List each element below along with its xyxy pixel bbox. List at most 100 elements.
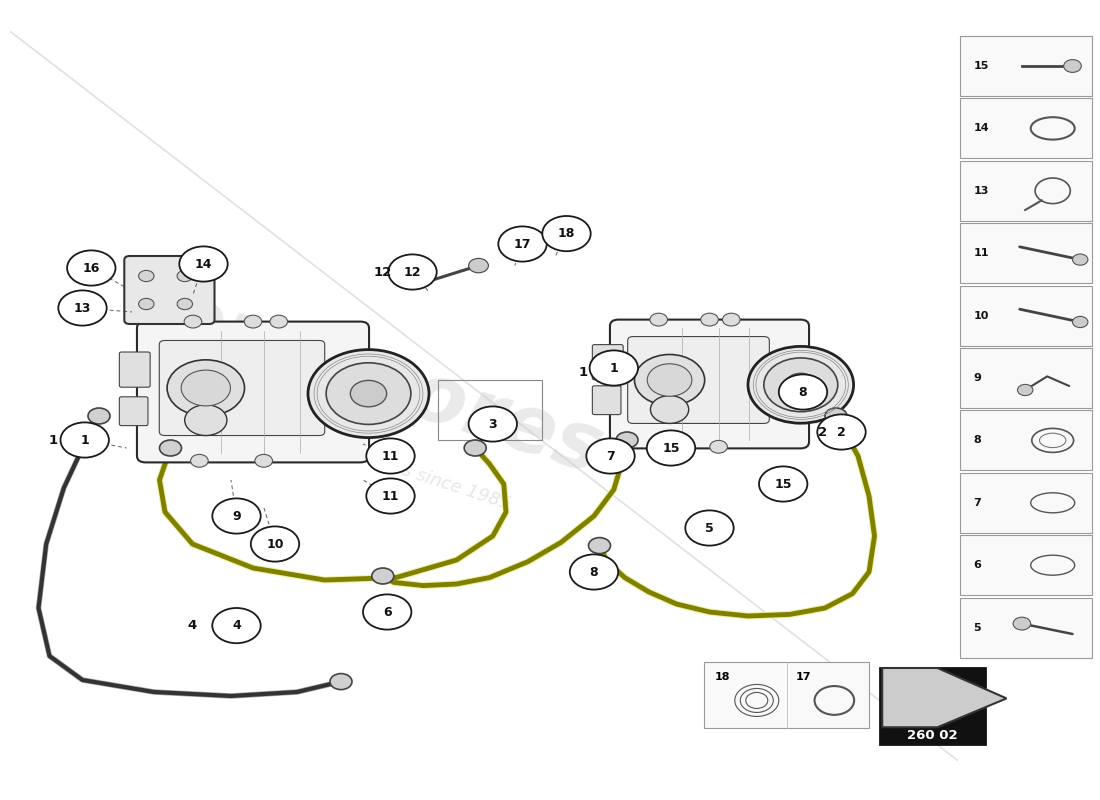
- Text: 5: 5: [974, 622, 981, 633]
- Bar: [960, 286, 1092, 346]
- Circle shape: [785, 374, 816, 396]
- Text: eurosores: eurosores: [158, 277, 612, 491]
- Bar: [438, 380, 542, 440]
- Circle shape: [58, 290, 107, 326]
- Circle shape: [1072, 254, 1088, 266]
- Circle shape: [1018, 385, 1033, 396]
- Text: 18: 18: [558, 227, 575, 240]
- Circle shape: [542, 216, 591, 251]
- Circle shape: [88, 408, 110, 424]
- Circle shape: [763, 358, 838, 412]
- Text: 2: 2: [837, 426, 846, 438]
- Circle shape: [179, 246, 228, 282]
- Text: 15: 15: [662, 442, 680, 454]
- Text: 14: 14: [974, 123, 989, 134]
- Circle shape: [588, 538, 610, 554]
- Bar: [960, 348, 1092, 408]
- FancyBboxPatch shape: [592, 386, 620, 414]
- Text: 7: 7: [606, 450, 615, 462]
- Text: 7: 7: [974, 498, 981, 508]
- Text: 12: 12: [404, 266, 421, 278]
- Circle shape: [779, 374, 827, 410]
- Bar: [960, 410, 1092, 470]
- Text: 1: 1: [609, 362, 618, 374]
- FancyBboxPatch shape: [136, 322, 370, 462]
- Text: 260 02: 260 02: [906, 729, 958, 742]
- FancyBboxPatch shape: [120, 352, 150, 387]
- Text: 16: 16: [82, 262, 100, 274]
- Circle shape: [685, 510, 734, 546]
- Circle shape: [60, 422, 109, 458]
- Text: 11: 11: [382, 450, 399, 462]
- Circle shape: [212, 608, 261, 643]
- Text: 13: 13: [74, 302, 91, 314]
- Text: 5: 5: [705, 522, 714, 534]
- Text: 9: 9: [974, 373, 981, 383]
- Circle shape: [1064, 60, 1081, 72]
- Circle shape: [586, 438, 635, 474]
- FancyBboxPatch shape: [160, 341, 324, 435]
- Circle shape: [759, 466, 807, 502]
- Bar: [960, 535, 1092, 595]
- Circle shape: [469, 406, 517, 442]
- Bar: [960, 598, 1092, 658]
- Circle shape: [1013, 618, 1031, 630]
- Bar: [960, 223, 1092, 283]
- Circle shape: [388, 254, 437, 290]
- Text: 8: 8: [799, 386, 807, 398]
- Circle shape: [167, 360, 244, 416]
- Bar: [960, 36, 1092, 96]
- Text: 4: 4: [232, 619, 241, 632]
- Text: 13: 13: [974, 186, 989, 196]
- Text: 6: 6: [974, 560, 981, 570]
- Text: 10: 10: [266, 538, 284, 550]
- Text: 15: 15: [974, 61, 989, 71]
- Circle shape: [185, 405, 227, 435]
- Text: 1: 1: [80, 434, 89, 446]
- Text: 8: 8: [974, 435, 981, 446]
- Circle shape: [635, 354, 705, 406]
- Text: 6: 6: [383, 606, 392, 618]
- Text: 17: 17: [514, 238, 531, 250]
- Circle shape: [182, 370, 231, 406]
- Circle shape: [270, 315, 287, 328]
- Circle shape: [350, 381, 387, 406]
- Text: 3: 3: [488, 418, 497, 430]
- Circle shape: [363, 594, 411, 630]
- Text: 17: 17: [795, 672, 811, 682]
- Circle shape: [647, 364, 692, 396]
- Circle shape: [326, 363, 411, 424]
- Circle shape: [825, 408, 847, 424]
- Circle shape: [160, 440, 182, 456]
- FancyBboxPatch shape: [880, 668, 984, 744]
- Circle shape: [139, 298, 154, 310]
- Circle shape: [590, 350, 638, 386]
- Text: 1: 1: [48, 434, 57, 446]
- Circle shape: [647, 430, 695, 466]
- Text: 2: 2: [818, 426, 827, 438]
- Text: 15: 15: [774, 478, 792, 490]
- Text: 4: 4: [188, 619, 197, 632]
- Circle shape: [710, 440, 727, 453]
- Circle shape: [177, 298, 192, 310]
- Circle shape: [366, 438, 415, 474]
- Bar: [960, 473, 1092, 533]
- Circle shape: [817, 414, 866, 450]
- Text: 14: 14: [195, 258, 212, 270]
- Circle shape: [330, 674, 352, 690]
- Text: 11: 11: [382, 490, 399, 502]
- Circle shape: [244, 315, 262, 328]
- Circle shape: [67, 250, 116, 286]
- FancyBboxPatch shape: [120, 397, 147, 426]
- Circle shape: [177, 270, 192, 282]
- Circle shape: [723, 313, 740, 326]
- Circle shape: [464, 440, 486, 456]
- Text: 10: 10: [974, 310, 989, 321]
- Circle shape: [656, 440, 673, 453]
- Bar: [960, 161, 1092, 221]
- Circle shape: [748, 346, 854, 423]
- Circle shape: [570, 554, 618, 590]
- Text: 11: 11: [974, 248, 989, 258]
- Text: 18: 18: [715, 672, 730, 682]
- Circle shape: [366, 478, 415, 514]
